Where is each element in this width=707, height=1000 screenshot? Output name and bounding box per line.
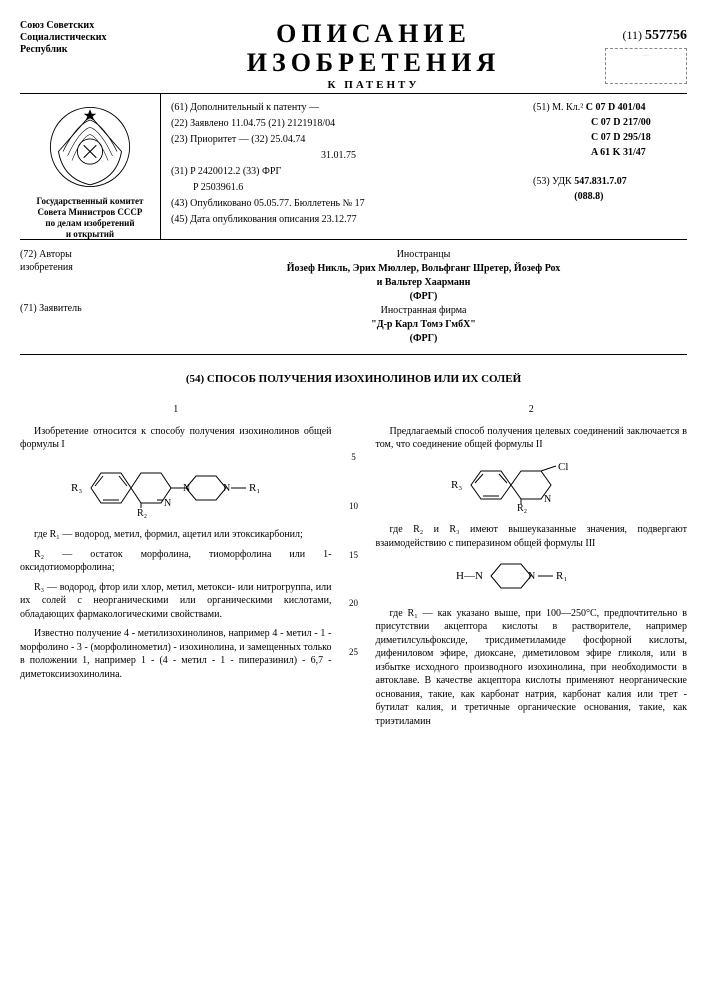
col2-p3: где R₁ — как указано выше, при 100—250°С… xyxy=(376,607,688,729)
svg-text:R₁: R₁ xyxy=(249,482,260,494)
biblio-31: (31) P 2420012.2 (33) ФРГ xyxy=(171,164,519,180)
svg-text:Cl: Cl xyxy=(558,461,568,473)
svg-text:N: N xyxy=(183,483,190,494)
svg-text:N: N xyxy=(164,498,171,509)
committee-label: Государственный комитет Совета Министров… xyxy=(20,196,160,239)
subtitle: К ПАТЕНТУ xyxy=(160,79,587,91)
col2-number: 2 xyxy=(376,403,688,417)
biblio-43: (43) Опубликовано 05.05.77. Бюллетень № … xyxy=(171,196,519,212)
ussr-label: Союз Советских Социалистических Республи… xyxy=(20,20,160,91)
svg-text:H—N: H—N xyxy=(456,570,483,582)
col2-p2: где R₂ и R₃ имеют вышеуказанные значения… xyxy=(376,523,688,550)
biblio-23b: 31.01.75 xyxy=(171,148,519,164)
biblio-23: (23) Приоритет — (32) 25.04.74 xyxy=(171,132,519,148)
formula-1: R₃ N R₂ N N R₁ xyxy=(20,458,332,523)
column-1: 1 Изобретение относится к способу получе… xyxy=(20,403,332,734)
biblio-31b: P 2503961.6 xyxy=(171,180,519,196)
ln-25: 25 xyxy=(344,628,364,677)
applicant-label-71: (71) Заявитель xyxy=(20,302,160,315)
udk-label: (53) УДК xyxy=(533,176,572,187)
formula-2: R₃ N R₂ Cl xyxy=(376,458,688,518)
col1-p2: где R₁ — водород, метил, формил, ацетил … xyxy=(20,528,332,542)
col1-p3: R₂ — остаток морфолина, тиоморфолина или… xyxy=(20,548,332,575)
classification-column: (51) М. Кл.² C 07 D 401/04 C 07 D 217/00… xyxy=(529,94,687,239)
svg-text:R₃: R₃ xyxy=(451,479,462,491)
biblio-61: (61) Дополнительный к патенту — xyxy=(171,100,519,116)
authors-label-72: (72) Авторы изобретения xyxy=(20,248,160,274)
publication-number-block: (11) 557756 ··· xyxy=(587,20,687,91)
ln-20: 20 xyxy=(344,579,364,628)
pub-number: 557756 xyxy=(645,28,687,43)
pub-code: (11) xyxy=(622,28,642,42)
mk-1: C 07 D 401/04 xyxy=(586,102,646,113)
foreigners-label: Иностранцы xyxy=(160,248,687,262)
firm-name: "Д-р Карл Томэ ГмбХ" (ФРГ) xyxy=(160,318,687,346)
column-2: 2 Предлагаемый способ получения целевых … xyxy=(376,403,688,734)
mk-3: C 07 D 295/18 xyxy=(591,132,651,143)
main-title-1: ОПИСАНИЕ xyxy=(160,20,587,49)
biblio-45: (45) Дата опубликования описания 23.12.7… xyxy=(171,212,519,228)
mk-2: C 07 D 217/00 xyxy=(591,117,651,128)
ln-15: 15 xyxy=(344,531,364,580)
svg-text:N: N xyxy=(544,494,551,505)
firm-label: Иностранная фирма xyxy=(160,304,687,318)
ussr-emblem xyxy=(45,102,135,192)
svg-text:N: N xyxy=(528,571,535,582)
svg-text:R₂: R₂ xyxy=(517,503,527,513)
document-title: (54) СПОСОБ ПОЛУЧЕНИЯ ИЗОХИНОЛИНОВ ИЛИ И… xyxy=(20,373,687,385)
mk-label: (51) М. Кл.² xyxy=(533,102,583,113)
biblio-column: (61) Дополнительный к патенту — (22) Зая… xyxy=(160,94,529,239)
col1-p5: Известно получение 4 - метилизохинолинов… xyxy=(20,627,332,681)
line-numbers: 5 10 15 20 25 xyxy=(344,403,364,734)
col1-number: 1 xyxy=(20,403,332,417)
ln-10: 10 xyxy=(344,482,364,531)
mk-4: A 61 K 31/47 xyxy=(591,147,646,158)
col1-p4: R₃ — водород, фтор или хлор, метил, мето… xyxy=(20,581,332,622)
col2-p1: Предлагаемый способ получения целевых со… xyxy=(376,425,688,452)
author-names: Йозеф Никль, Эрих Мюллер, Вольфганг Шрет… xyxy=(160,262,687,304)
formula-3: H—N N R₁ xyxy=(376,556,688,601)
main-title-2: ИЗОБРЕТЕНИЯ xyxy=(160,49,587,78)
col1-p1: Изобретение относится к способу получени… xyxy=(20,425,332,452)
svg-text:R₂: R₂ xyxy=(137,508,147,518)
udk-value: 547.831.7.07 (088.8) xyxy=(574,174,627,204)
ln-5: 5 xyxy=(344,433,364,482)
svg-text:N: N xyxy=(223,483,230,494)
stamp-box: ··· xyxy=(605,48,687,84)
svg-text:R₃: R₃ xyxy=(71,482,82,494)
biblio-22: (22) Заявлено 11.04.75 (21) 2121918/04 xyxy=(171,116,519,132)
title-block: ОПИСАНИЕ ИЗОБРЕТЕНИЯ К ПАТЕНТУ xyxy=(160,20,587,91)
svg-text:R₁: R₁ xyxy=(556,570,567,582)
